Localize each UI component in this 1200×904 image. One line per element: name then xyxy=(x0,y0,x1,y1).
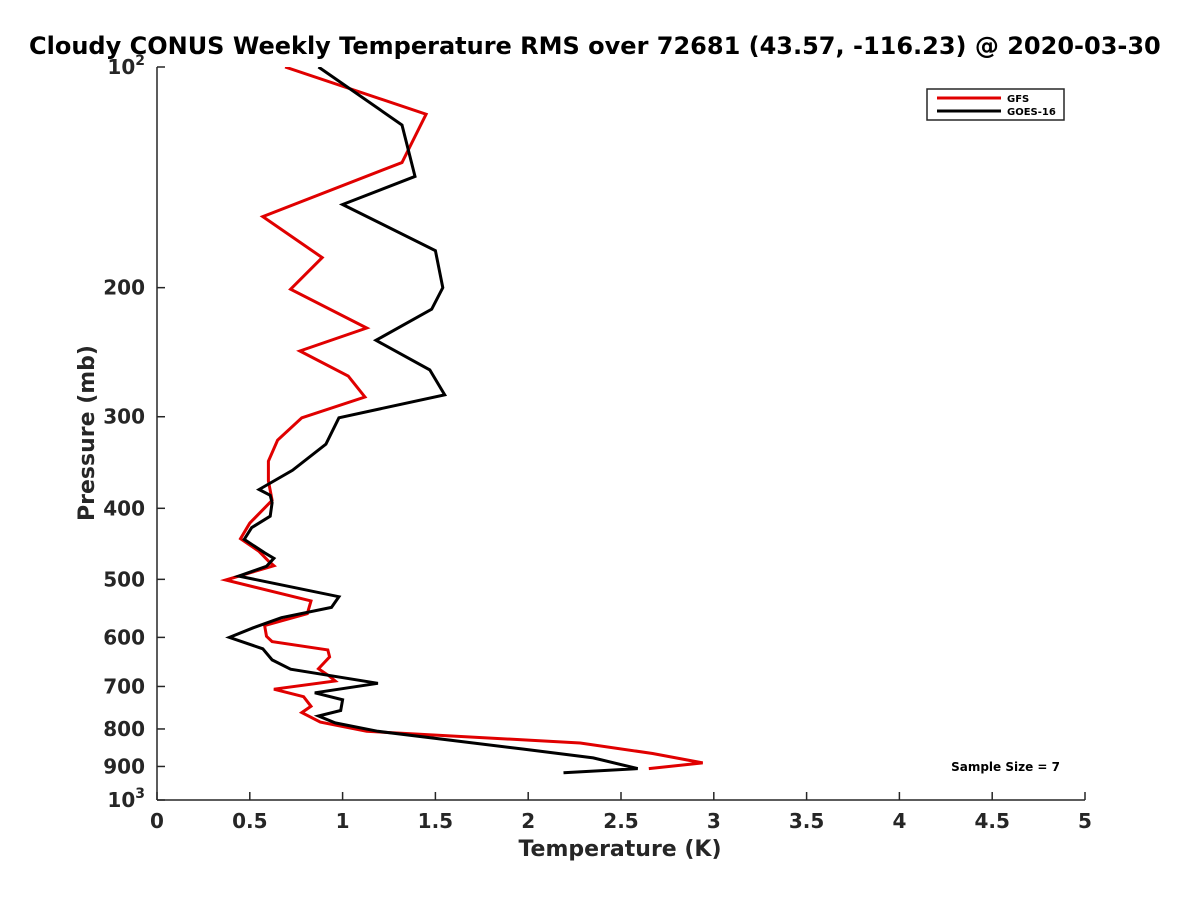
legend-label-gfs: GFS xyxy=(1007,94,1029,105)
y-tick-label: 700 xyxy=(103,674,145,698)
y-axis-label: Pressure (mb) xyxy=(75,345,100,521)
legend-label-goes-16: GOES-16 xyxy=(1007,107,1056,118)
y-tick-label: 900 xyxy=(103,754,145,778)
x-tick-label: 2.5 xyxy=(603,809,638,833)
x-tick-label: 1 xyxy=(336,809,350,833)
y-tick-label: 102 xyxy=(107,53,145,79)
y-axis: 102 200 300 400 500 600 700 800 900 103 xyxy=(103,53,165,812)
y-tick-label: 600 xyxy=(103,625,145,649)
x-tick-label: 4.5 xyxy=(974,809,1009,833)
x-tick-label: 3 xyxy=(707,809,721,833)
chart-title: Cloudy CONUS Weekly Temperature RMS over… xyxy=(29,32,1161,60)
plot-area xyxy=(219,67,703,775)
x-axis: 0 0.5 1 1.5 2 2.5 3 3.5 4 4.5 5 xyxy=(150,792,1092,833)
x-tick-label: 5 xyxy=(1078,809,1092,833)
x-tick-label: 1.5 xyxy=(418,809,453,833)
series-line-gfs xyxy=(219,67,703,771)
x-tick-label: 0.5 xyxy=(232,809,267,833)
y-tick-label: 800 xyxy=(103,717,145,741)
y-tick-label: 300 xyxy=(103,405,145,429)
legend-box xyxy=(926,88,1065,121)
legend: GFS GOES-16 xyxy=(926,88,1065,121)
y-tick-label: 500 xyxy=(103,567,145,591)
y-tick-label: 400 xyxy=(103,496,145,520)
y-tick-label: 103 xyxy=(107,786,145,812)
x-tick-label: 4 xyxy=(892,809,906,833)
series-line-goes-16 xyxy=(225,67,639,775)
x-tick-label: 0 xyxy=(150,809,164,833)
x-tick-label: 3.5 xyxy=(789,809,824,833)
x-axis-label: Temperature (K) xyxy=(518,837,721,862)
x-tick-label: 2 xyxy=(521,809,535,833)
sample-size-annotation: Sample Size = 7 xyxy=(951,760,1060,774)
y-tick-label: 200 xyxy=(103,276,145,300)
